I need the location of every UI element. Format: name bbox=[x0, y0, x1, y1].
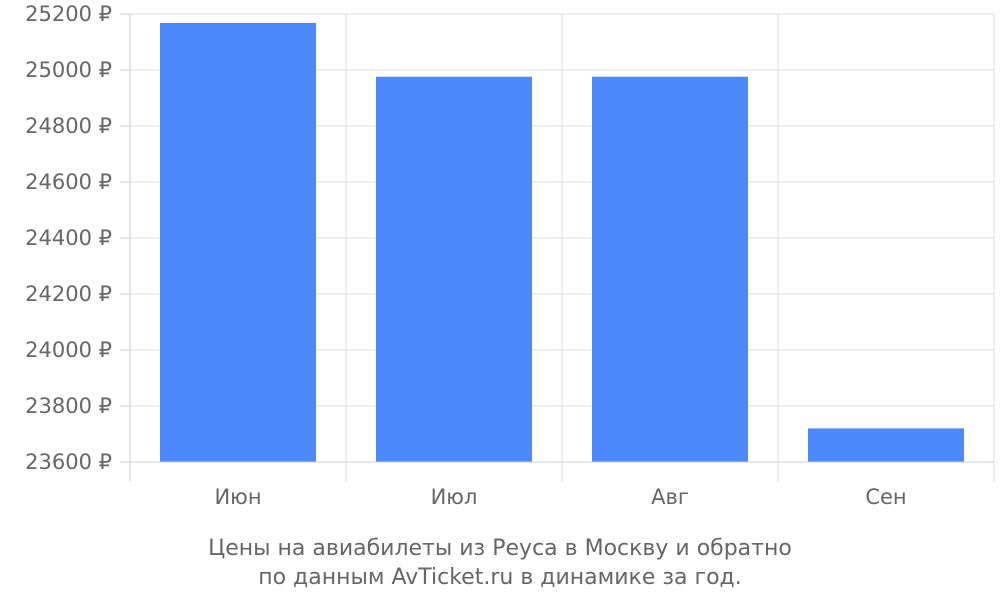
y-tick-label: 23800 ₽ bbox=[25, 394, 112, 418]
x-tick-label: Июн bbox=[214, 485, 261, 509]
x-tick-labels: Июн Июл Авг Сен bbox=[214, 485, 906, 509]
bar bbox=[808, 428, 964, 462]
x-tick-label: Июл bbox=[431, 485, 478, 509]
bar bbox=[592, 76, 748, 462]
axes bbox=[120, 13, 994, 463]
y-tick-label: 25000 ₽ bbox=[25, 58, 112, 82]
y-tick-label: 24400 ₽ bbox=[25, 226, 112, 250]
y-tick-label: 24800 ₽ bbox=[25, 114, 112, 138]
x-tick-label: Авг bbox=[651, 485, 689, 509]
bar bbox=[376, 76, 532, 462]
caption-line-1: Цены на авиабилеты из Реуса в Москву и о… bbox=[208, 536, 792, 561]
y-tick-label: 24200 ₽ bbox=[25, 282, 112, 306]
x-tick-label: Сен bbox=[865, 485, 906, 509]
chart-caption: Цены на авиабилеты из Реуса в Москву и о… bbox=[208, 536, 792, 590]
bars bbox=[160, 22, 964, 463]
caption-line-2: по данным AvTicket.ru в динамике за год. bbox=[258, 565, 742, 590]
y-tick-label: 24000 ₽ bbox=[25, 338, 112, 362]
y-tick-label: 23600 ₽ bbox=[25, 450, 112, 474]
y-tick-labels: 23600 ₽ 23800 ₽ 24000 ₽ 24200 ₽ 24400 ₽ 24600… bbox=[25, 2, 112, 474]
y-tick-label: 24600 ₽ bbox=[25, 170, 112, 194]
y-tick-label: 25200 ₽ bbox=[25, 2, 112, 26]
bar bbox=[160, 22, 316, 463]
